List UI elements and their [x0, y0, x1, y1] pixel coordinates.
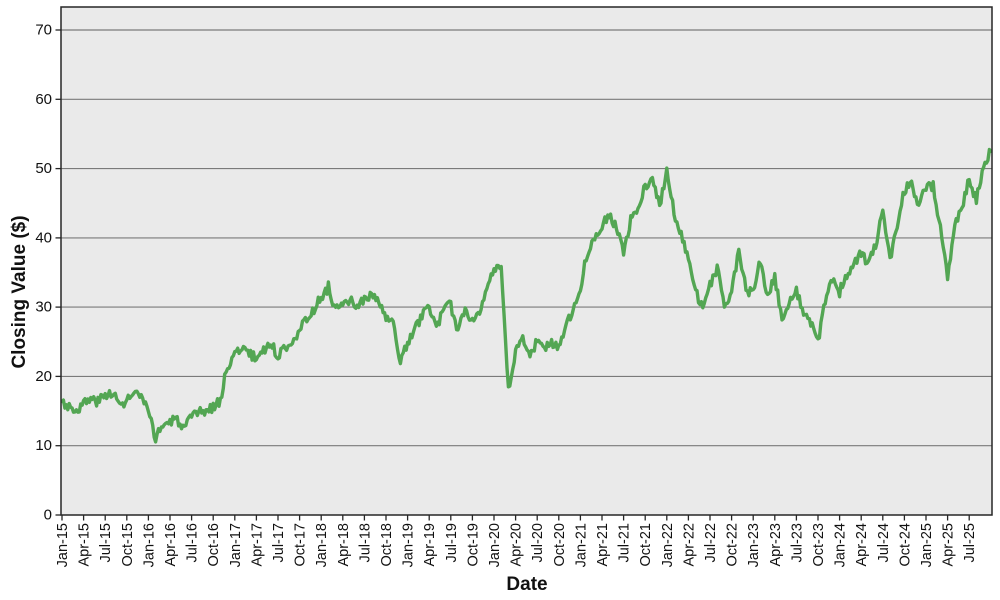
- y-tick-label: 30: [35, 299, 52, 316]
- x-tick-label: Jan-18: [314, 523, 330, 567]
- x-tick-label: Jan-20: [487, 523, 503, 567]
- x-tick-label: Oct-19: [465, 523, 481, 567]
- x-tick-label: Apr-24: [854, 523, 870, 567]
- y-tick-label: 40: [35, 229, 52, 246]
- y-tick-label: 50: [35, 160, 52, 177]
- x-tick-label: Apr-16: [163, 523, 179, 567]
- y-tick-label: 60: [35, 91, 52, 108]
- x-tick-label: Jan-25: [919, 523, 935, 567]
- x-tick-label: Jan-19: [401, 523, 417, 567]
- x-tick-label: Oct-23: [811, 523, 827, 567]
- y-axis-title: Closing Value ($): [9, 215, 30, 369]
- plot-border: [60, 6, 993, 516]
- x-tick-label: Oct-20: [552, 523, 568, 567]
- x-tick-label: Jan-15: [55, 523, 71, 567]
- x-tick-label: Jan-16: [141, 523, 157, 567]
- x-tick-label: Jul-25: [962, 523, 978, 563]
- x-tick-label: Jan-24: [833, 523, 849, 567]
- x-tick-label: Apr-25: [941, 523, 957, 567]
- x-tick-label: Apr-20: [509, 523, 525, 567]
- x-tick-label: Jan-22: [660, 523, 676, 567]
- x-tick-label: Oct-15: [120, 523, 136, 567]
- x-tick-label: Apr-22: [681, 523, 697, 567]
- x-tick-label: Apr-15: [77, 523, 93, 567]
- x-tick-label: Apr-19: [422, 523, 438, 567]
- x-tick-label: Jan-21: [573, 523, 589, 567]
- x-tick-label: Jul-18: [357, 523, 373, 563]
- x-tick-label: Oct-21: [638, 523, 654, 567]
- x-tick-label: Jul-21: [617, 523, 633, 563]
- x-tick-label: Jul-23: [789, 523, 805, 563]
- x-tick-label: Oct-16: [206, 523, 222, 567]
- y-tick-label: 20: [35, 368, 52, 385]
- x-tick-label: Jan-23: [746, 523, 762, 567]
- y-tick-label: 10: [35, 437, 52, 454]
- x-tick-label: Jul-19: [444, 523, 460, 563]
- x-tick-label: Jul-17: [271, 523, 287, 563]
- x-tick-label: Oct-22: [725, 523, 741, 567]
- plot-area: [61, 7, 992, 515]
- x-tick-label: Oct-24: [897, 523, 913, 567]
- price-line: [61, 147, 992, 444]
- x-tick-label: Jul-20: [530, 523, 546, 563]
- x-tick-label: Jul-24: [876, 523, 892, 563]
- x-tick-label: Jan-17: [228, 523, 244, 567]
- y-tick-label: 70: [35, 22, 52, 39]
- x-tick-label: Apr-17: [249, 523, 265, 567]
- y-tick-label: 0: [44, 507, 52, 524]
- x-tick-label: Apr-23: [768, 523, 784, 567]
- x-axis-title: Date: [506, 574, 548, 595]
- x-tick-label: Oct-18: [379, 523, 395, 567]
- x-tick-label: Apr-18: [336, 523, 352, 567]
- x-tick-label: Jul-22: [703, 523, 719, 563]
- x-tick-label: Jul-16: [185, 523, 201, 563]
- x-tick-label: Jul-15: [98, 523, 114, 563]
- x-tick-label: Oct-17: [293, 523, 309, 567]
- x-tick-label: Apr-21: [595, 523, 611, 567]
